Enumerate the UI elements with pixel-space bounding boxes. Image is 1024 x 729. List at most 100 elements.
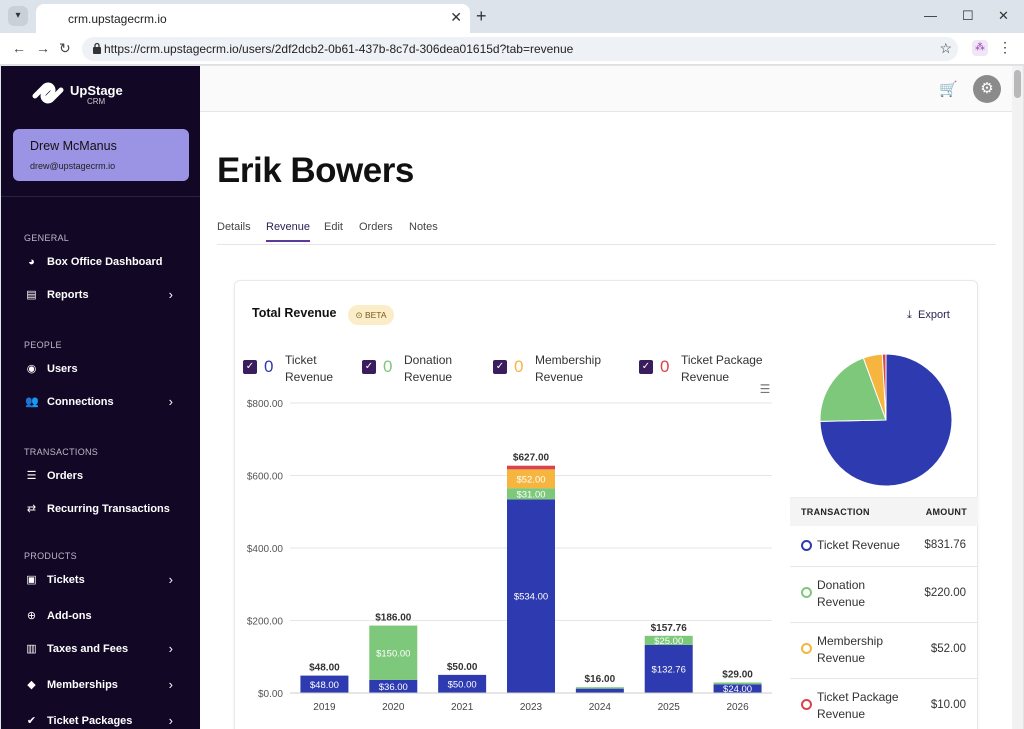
row-name-line2: Revenue [817, 651, 866, 665]
sidebar-item-label: Recurring Transactions [47, 503, 170, 515]
url-field[interactable]: https://crm.upstagecrm.io/users/2df2dcb2… [82, 37, 958, 61]
settings-gear-icon[interactable]: ⚙ [973, 75, 1001, 103]
tab-notes[interactable]: Notes [409, 221, 438, 233]
scrollbar-thumb[interactable] [1014, 70, 1021, 98]
minimize-icon[interactable]: — [924, 8, 937, 23]
user-circle-icon: ◉ [26, 363, 37, 375]
back-icon[interactable]: ← [12, 40, 26, 56]
repeat-icon: ⇄ [26, 503, 37, 515]
user-card[interactable]: Drew McManus drew@upstagecrm.io [13, 129, 189, 181]
section-general: GENERAL [24, 233, 70, 243]
extension-icon[interactable]: ⁂ [972, 40, 988, 56]
bar-segment [507, 469, 555, 489]
legend-label-line1: Ticket [285, 353, 317, 367]
sidebar-item-users[interactable]: ◉ Users [25, 360, 185, 380]
sidebar-item-reports[interactable]: ▤ Reports › [25, 286, 185, 306]
pie-slice [819, 357, 887, 422]
sidebar-item-label: Tickets [47, 574, 85, 586]
sidebar-item-ticket-packages[interactable]: ✔ Ticket Packages › [25, 712, 185, 729]
ticket-icon: ▣ [26, 574, 37, 586]
close-icon[interactable]: ✕ [450, 9, 462, 25]
sidebar-item-label: Connections [47, 396, 114, 408]
chevron-right-icon: › [168, 641, 173, 656]
url-text: https://crm.upstagecrm.io/users/2df2dcb2… [104, 42, 574, 56]
maximize-icon[interactable]: ☐ [962, 8, 974, 23]
legend-label-line1: Donation [404, 353, 453, 367]
x-tick-label: 2020 [382, 702, 405, 713]
forward-icon[interactable]: → [36, 40, 50, 56]
ticket-package-revenue-dot-icon [801, 699, 812, 710]
checkbox-checked-icon[interactable]: ✓ [362, 360, 376, 374]
bar-segment-label: $48.00 [310, 680, 339, 691]
cart-icon[interactable]: 🛒 [939, 81, 958, 98]
bookmark-star-icon[interactable]: ☆ [939, 40, 952, 56]
tab-details[interactable]: Details [217, 221, 251, 233]
bar-segment [575, 688, 624, 693]
browser-tab[interactable]: crm.upstagecrm.io ✕ [36, 4, 470, 33]
page-title: Erik Bowers [217, 151, 414, 190]
tab-edit[interactable]: Edit [324, 221, 343, 233]
legend-label-line2: Revenue [285, 370, 334, 384]
browser-menu-icon[interactable]: ⋮ [998, 39, 1012, 55]
new-tab-icon[interactable]: + [476, 6, 487, 26]
window-close-icon[interactable]: ✕ [998, 8, 1009, 23]
sidebar-item-box-office[interactable]: ◕ Box Office Dashboard [25, 253, 185, 273]
transaction-table: TRANSACTION AMOUNT Ticket Revenue $831.7… [790, 497, 978, 729]
row-amount: $831.76 [924, 539, 966, 551]
sidebar-item-orders[interactable]: ☰ Orders [25, 467, 185, 487]
tab-orders[interactable]: Orders [359, 221, 393, 233]
section-people: PEOPLE [24, 340, 62, 350]
sidebar-item-label: Taxes and Fees [47, 643, 129, 655]
tag-icon: ◆ [27, 679, 36, 691]
checkbox-checked-icon[interactable]: ✓ [243, 360, 257, 374]
checkbox-checked-icon[interactable]: ✓ [493, 360, 507, 374]
bar-segment [507, 465, 555, 470]
bar-segment-label: $50.00 [448, 679, 477, 690]
beta-badge: ⊙ BETA [348, 305, 394, 325]
sidebar-item-taxes[interactable]: ▥ Taxes and Fees › [25, 640, 185, 660]
logo-subtext: CRM [87, 97, 106, 106]
user-name: Drew McManus [30, 139, 117, 153]
sidebar-item-connections[interactable]: 👥 Connections › [25, 393, 185, 413]
sidebar-item-memberships[interactable]: ◆ Memberships › [25, 676, 185, 696]
y-tick-label: $0.00 [258, 689, 283, 700]
sidebar-item-addons[interactable]: ⊕ Add-ons [25, 607, 185, 627]
x-tick-label: 2019 [313, 702, 336, 713]
bar-segment [507, 499, 555, 693]
tab-revenue[interactable]: Revenue [266, 221, 311, 242]
sidebar-item-tickets[interactable]: ▣ Tickets › [25, 571, 185, 591]
bar-segment-label: $150.00 [376, 648, 410, 659]
sidebar-item-recurring[interactable]: ⇄ Recurring Transactions [25, 500, 185, 520]
row-name: Membership Revenue [817, 633, 883, 667]
export-button[interactable]: ⤓ Export [907, 309, 950, 322]
list-icon: ☰ [26, 470, 37, 482]
export-label: Export [918, 309, 950, 321]
chevron-right-icon: › [168, 287, 173, 302]
y-tick-label: $400.00 [247, 544, 284, 555]
bar-total-label: $48.00 [309, 663, 340, 674]
table-row: Ticket Revenue $831.76 [790, 526, 978, 567]
people-icon: 👥 [25, 396, 39, 408]
beta-badge-label: BETA [364, 310, 387, 320]
sidebar-item-label: Add-ons [47, 610, 92, 622]
row-name: Ticket Revenue [817, 538, 900, 552]
tab-search-icon[interactable]: ▾ [8, 6, 28, 26]
legend-label: Ticket Revenue [285, 352, 333, 386]
logo-mark-icon [32, 82, 64, 104]
section-products: PRODUCTS [24, 551, 77, 561]
sidebar-item-label: Box Office Dashboard [47, 256, 163, 268]
bar-total-label: $186.00 [375, 613, 412, 624]
table-header: TRANSACTION AMOUNT [790, 497, 978, 526]
legend-label: Ticket Package Revenue [681, 352, 763, 386]
sidebar: UpStage CRM Drew McManus drew@upstagecrm… [1, 66, 200, 729]
download-icon: ⤓ [907, 309, 912, 321]
checkbox-checked-icon[interactable]: ✓ [639, 360, 653, 374]
page-scrollbar[interactable] [1012, 66, 1023, 729]
main-content: 🛒 ⚙ Erik Bowers Details Revenue Edit Ord… [200, 66, 1012, 729]
legend-label-line1: Ticket Package [681, 353, 763, 367]
legend-count: 0 [383, 357, 393, 376]
revenue-chart: $0.00 $200.00 $400.00 $600.00 $800.00 ☰ $48.00… [247, 353, 953, 713]
sidebar-item-label: Reports [47, 289, 89, 301]
reload-icon[interactable]: ↻ [59, 40, 71, 56]
bar-total-label: $157.76 [651, 623, 688, 634]
